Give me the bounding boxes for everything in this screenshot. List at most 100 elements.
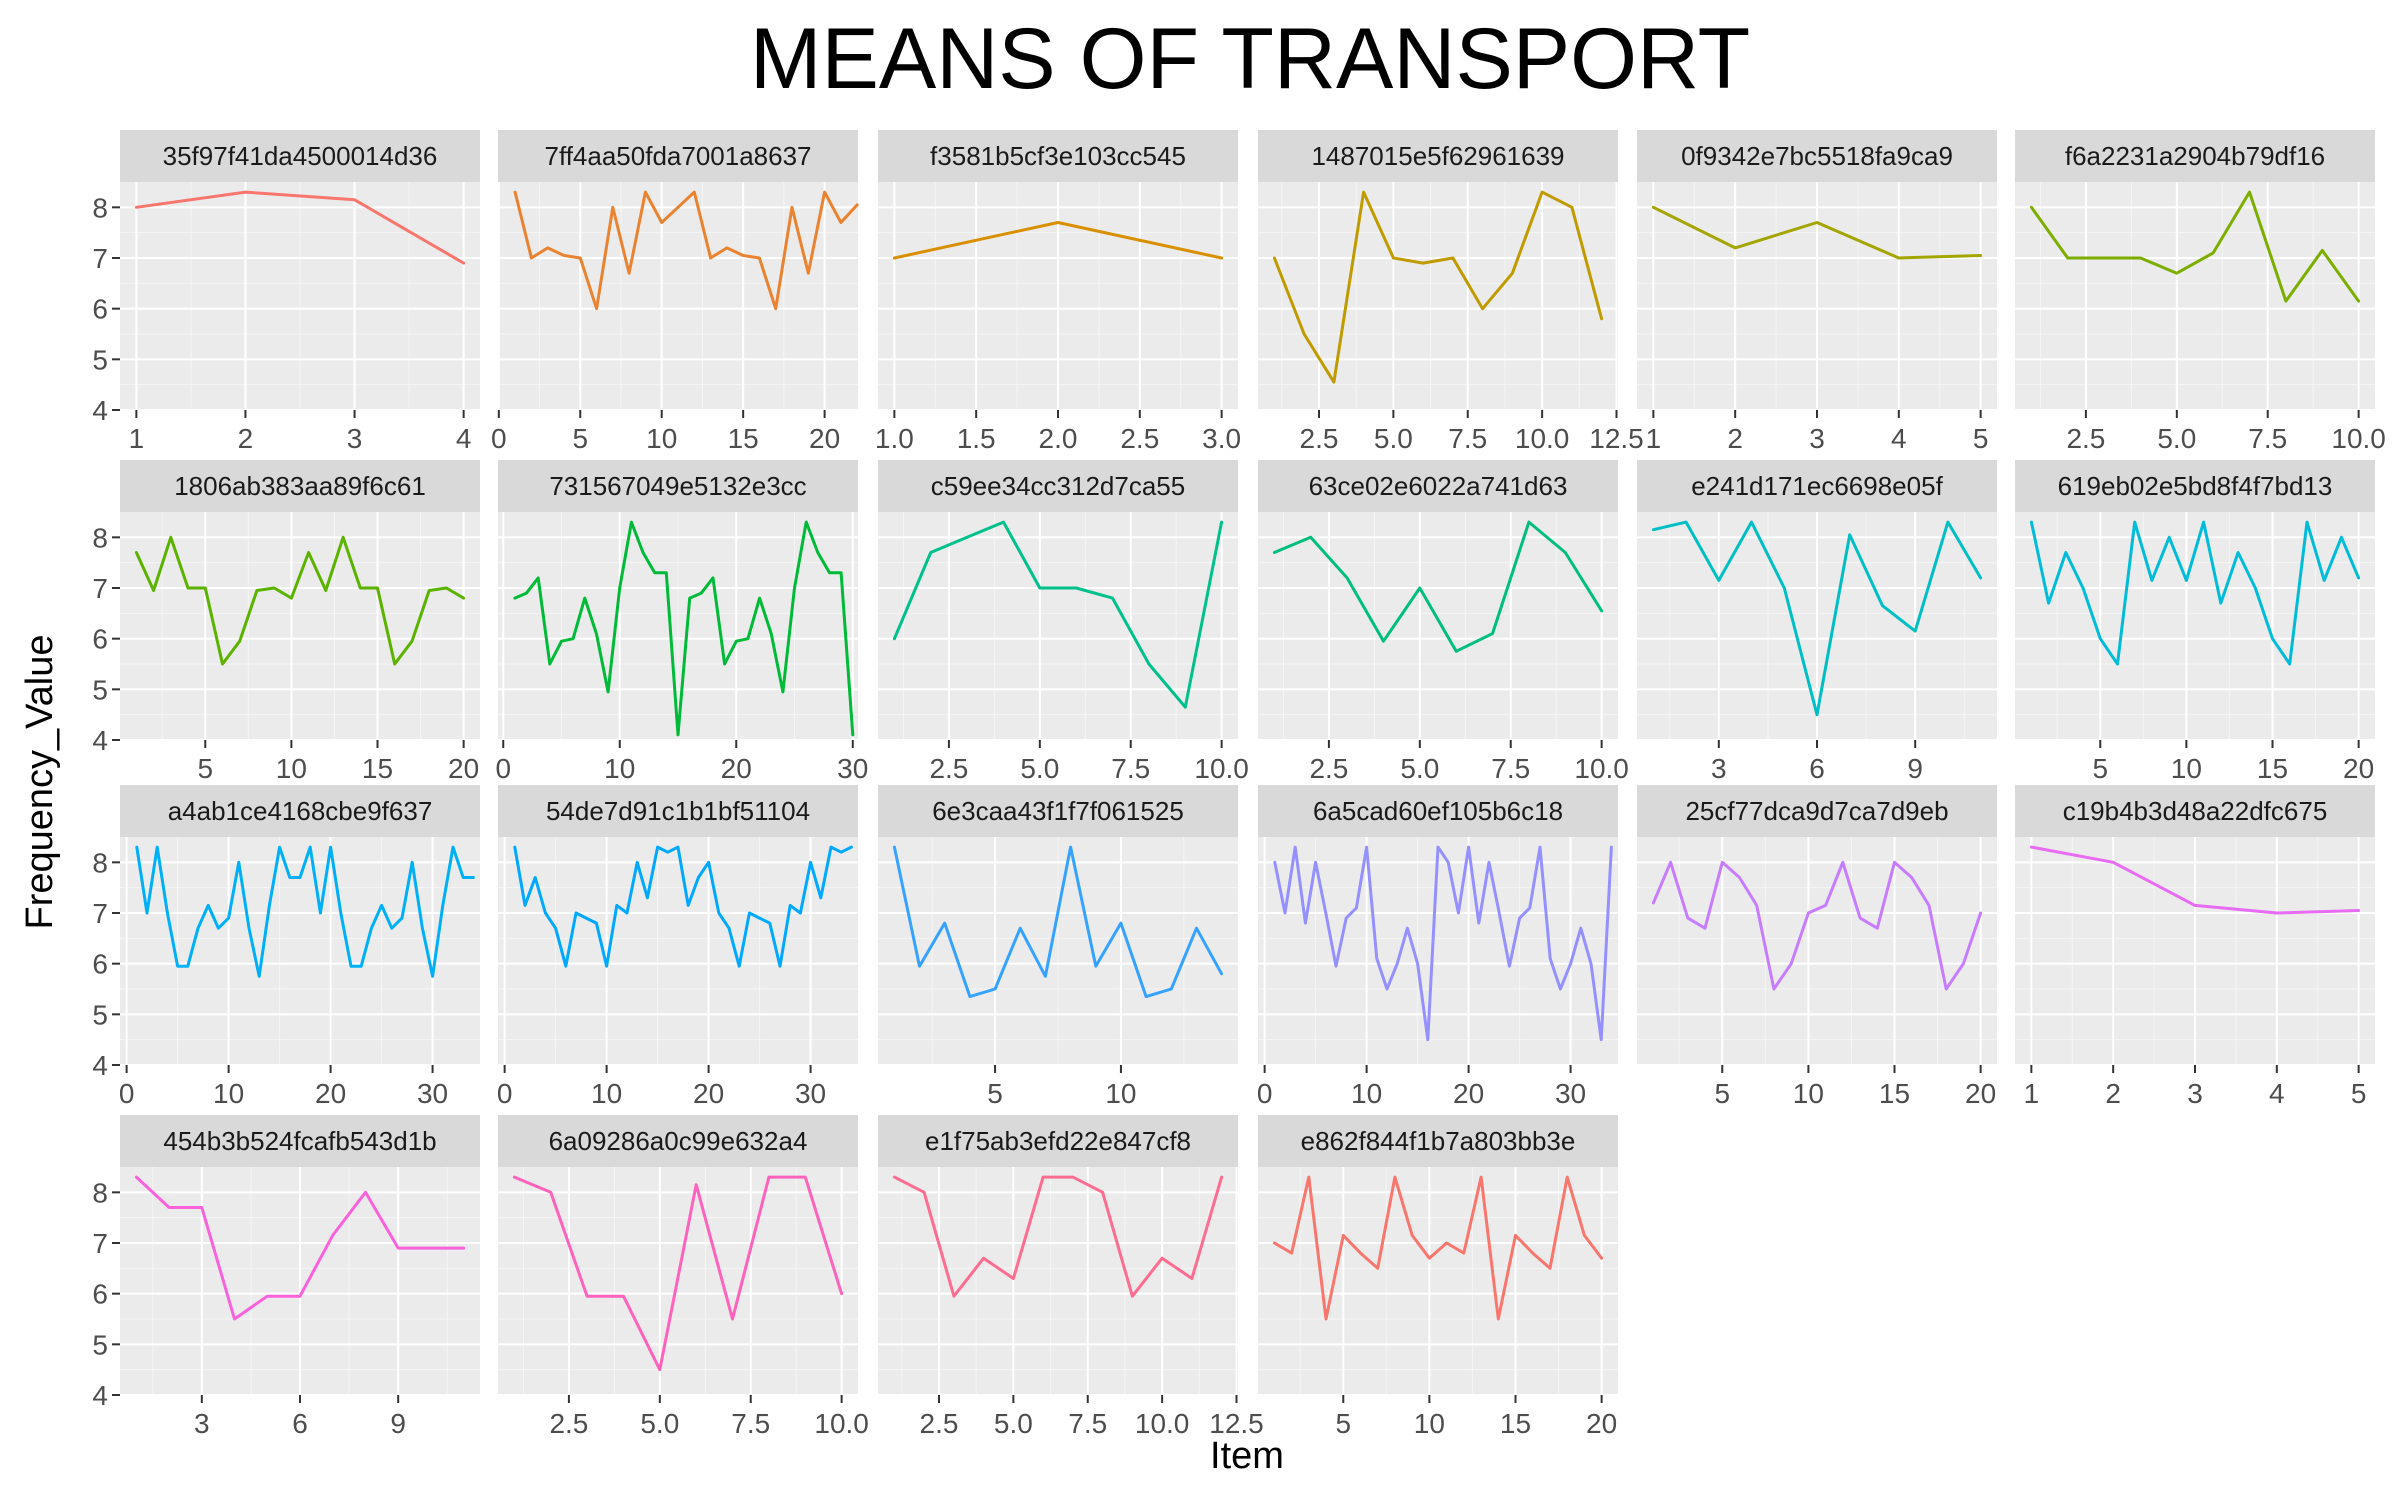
facet-strip <box>878 130 1238 182</box>
facet-label: 54de7d91c1b1bf51104 <box>546 796 810 826</box>
y-tick-label: 4 <box>92 1050 108 1081</box>
x-tick-label: 4 <box>456 423 472 454</box>
facet-panel: 54de7d91c1b1bf51104 0 10 20 30 <box>497 785 858 1109</box>
x-tick-label: 12.5 <box>1589 423 1644 454</box>
series-line <box>892 845 1224 999</box>
x-tick-label: 2.5 <box>2066 423 2105 454</box>
series-line <box>1272 520 1604 653</box>
x-tick-label: 5 <box>1714 1078 1730 1109</box>
y-tick-label: 8 <box>92 847 108 878</box>
y-tick-label: 8 <box>92 192 108 223</box>
facet-strip <box>498 460 858 512</box>
facet-panel: f3581b5cf3e103cc545 1.0 1.5 2.0 2.5 3.0 <box>875 130 1241 454</box>
facet-label: 731567049e5132e3cc <box>549 471 806 501</box>
y-tick-label: 7 <box>92 573 108 604</box>
x-tick-label: 10 <box>591 1078 622 1109</box>
series-line <box>892 1175 1224 1298</box>
y-tick-label: 4 <box>92 1380 108 1411</box>
y-tick-label: 6 <box>92 624 108 655</box>
y-tick-label: 4 <box>92 725 108 756</box>
x-tick-label: 7.5 <box>1068 1408 1107 1439</box>
facet-panel: 454b3b524fcafb543d1b 4 5 6 7 8 3 6 9 <box>92 1115 480 1439</box>
panel-background <box>498 837 858 1065</box>
x-tick-label: 20 <box>315 1078 346 1109</box>
series-line <box>134 535 466 666</box>
panel-background <box>498 182 858 410</box>
x-tick-label: 7.5 <box>1448 423 1487 454</box>
x-tick-label: 15 <box>1500 1408 1531 1439</box>
facet-strip <box>1258 460 1618 512</box>
series-line <box>2029 520 2361 666</box>
x-tick-label: 1.0 <box>875 423 914 454</box>
series-line <box>512 1175 844 1372</box>
y-tick-label: 4 <box>92 395 108 426</box>
x-tick-label: 30 <box>795 1078 826 1109</box>
x-tick-label: 5 <box>572 423 588 454</box>
facet-strip <box>2015 460 2375 512</box>
series-line <box>2029 845 2361 915</box>
facet-panels: 35f97f41da4500014d36 4 5 6 7 8 1 2 3 4 7ff4aa50fda… <box>92 130 2386 1439</box>
panel-background <box>1258 182 1618 410</box>
facet-strip <box>120 1115 480 1167</box>
x-tick-label: 12.5 <box>1209 1408 1264 1439</box>
x-tick-label: 7.5 <box>1491 753 1530 784</box>
x-tick-label: 20 <box>2343 753 2374 784</box>
facet-strip <box>498 130 858 182</box>
x-tick-label: 5.0 <box>1020 753 1059 784</box>
panel-background <box>1258 1167 1618 1395</box>
x-tick-label: 6 <box>292 1408 308 1439</box>
x-tick-label: 10.0 <box>2331 423 2386 454</box>
facet-strip <box>1258 130 1618 182</box>
facet-panel: 619eb02e5bd8f4f7bd13 5 10 15 20 <box>2015 460 2375 784</box>
facet-panel: 1806ab383aa89f6c61 4 5 6 7 8 5 10 15 20 <box>92 460 480 784</box>
series-line <box>1273 845 1613 1042</box>
y-tick-label: 5 <box>92 674 108 705</box>
x-tick-label: 5.0 <box>2157 423 2196 454</box>
x-tick-label: 7.5 <box>1111 753 1150 784</box>
x-tick-label: 5 <box>1973 423 1989 454</box>
x-tick-label: 2.5 <box>1120 423 1159 454</box>
x-tick-label: 2.5 <box>929 753 968 784</box>
facet-label: 619eb02e5bd8f4f7bd13 <box>2058 471 2333 501</box>
x-tick-label: 10.0 <box>1515 423 1570 454</box>
x-tick-label: 3 <box>2187 1078 2203 1109</box>
x-tick-label: 2.0 <box>1039 423 1078 454</box>
facet-strip <box>120 785 480 837</box>
x-tick-label: 7.5 <box>2248 423 2287 454</box>
panel-background <box>120 512 480 740</box>
panel-background <box>878 1167 1238 1395</box>
x-tick-label: 1.5 <box>957 423 996 454</box>
x-tick-label: 4 <box>2269 1078 2285 1109</box>
x-tick-label: 1 <box>2024 1078 2040 1109</box>
facet-label: 1806ab383aa89f6c61 <box>174 471 426 501</box>
x-tick-label: 2.5 <box>549 1408 588 1439</box>
facet-panel: a4ab1ce4168cbe9f637 4 5 6 7 8 0 10 20 30 <box>92 785 480 1109</box>
facet-strip <box>1637 130 1997 182</box>
facet-strip <box>878 785 1238 837</box>
x-tick-label: 3 <box>347 423 363 454</box>
facet-label: e241d171ec6698e05f <box>1691 471 1943 501</box>
x-tick-label: 5 <box>987 1078 1003 1109</box>
x-tick-label: 1 <box>129 423 145 454</box>
x-tick-label: 5 <box>2092 753 2108 784</box>
facet-panel: 1487015e5f62961639 2.5 5.0 7.5 10.0 12.5 <box>1258 130 1644 454</box>
x-tick-label: 30 <box>1555 1078 1586 1109</box>
panel-background <box>2015 182 2375 410</box>
facet-label: 1487015e5f62961639 <box>1311 141 1564 171</box>
facet-panel: 731567049e5132e3cc 0 10 20 30 <box>495 460 868 784</box>
x-tick-label: 0 <box>1257 1078 1273 1109</box>
facet-strip <box>1258 1115 1618 1167</box>
x-tick-label: 2.5 <box>1309 753 1348 784</box>
y-tick-label: 5 <box>92 344 108 375</box>
x-tick-label: 20 <box>1965 1078 1996 1109</box>
x-tick-label: 20 <box>693 1078 724 1109</box>
facet-panel: c59ee34cc312d7ca55 2.5 5.0 7.5 10.0 <box>878 460 1249 784</box>
x-tick-label: 2.5 <box>920 1408 959 1439</box>
y-axis-title: Frequency_Value <box>19 634 61 929</box>
x-tick-label: 10 <box>213 1078 244 1109</box>
x-tick-label: 20 <box>809 423 840 454</box>
y-tick-label: 5 <box>92 999 108 1030</box>
series-line <box>1651 520 1983 717</box>
facet-strip <box>1258 785 1618 837</box>
